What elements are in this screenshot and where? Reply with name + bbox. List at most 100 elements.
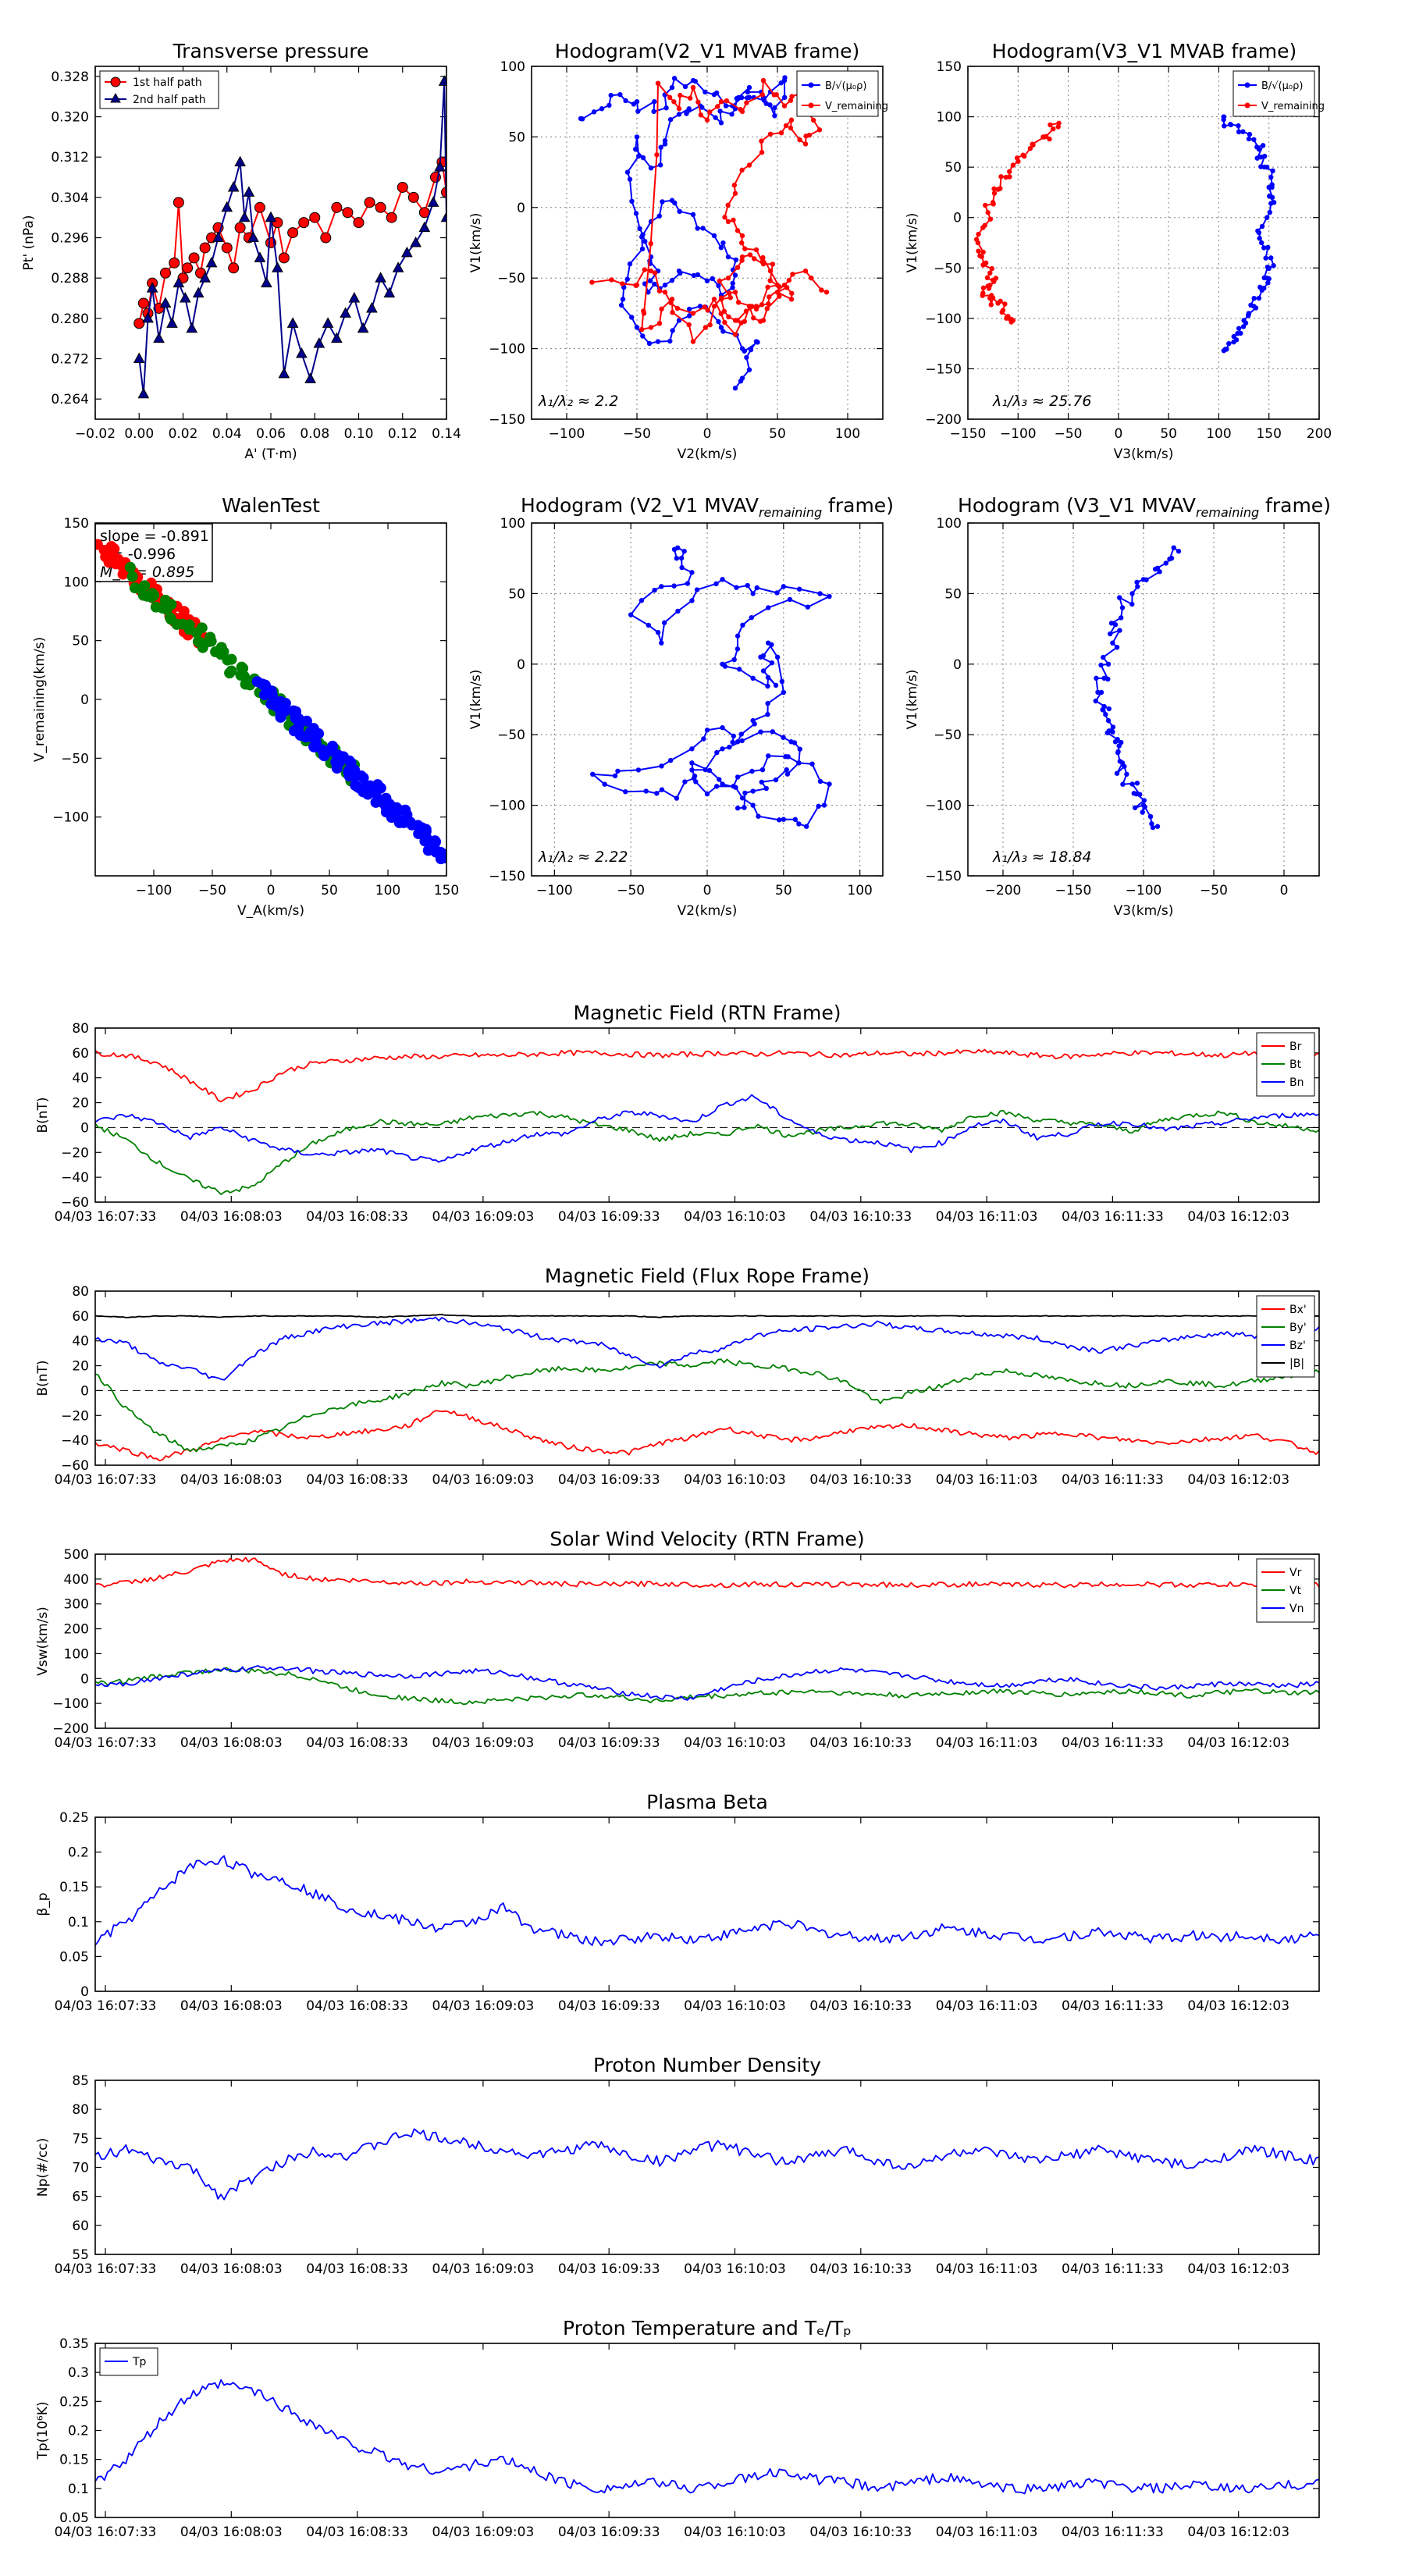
hodogram_v2_mvab-point [777,294,782,299]
transverse_pressure-legend-marker [110,76,121,87]
transverse_pressure-point [375,201,386,213]
hodogram_v3_mvab-point [1266,194,1272,199]
b_flux-xtick-label: 04/03 16:08:33 [306,1472,408,1488]
hodogram_v2_mvav-point [749,614,754,621]
b_rtn-xtick-label: 04/03 16:11:03 [936,1209,1038,1225]
beta-xtick-label: 04/03 16:07:33 [55,1998,157,2014]
walen_test-point [375,782,386,794]
hodogram_v2_mvav-point [773,682,779,688]
density-ylabel: Np(#/cc) [35,2138,51,2197]
hodogram_v2_mvab-point [640,333,646,339]
hodogram_v2_mvav-point [821,802,827,808]
hodogram_v2_mvab-point [682,84,688,90]
walen_test-point [355,770,367,781]
transverse_pressure-point [340,307,351,318]
hodogram_v2_mvab-legend-label: V_remaining [825,101,888,112]
b_flux-line-Bz [95,1316,1319,1381]
hodogram_v2_mvab-point [695,226,700,231]
hodogram_v3_mvav-point [1105,717,1112,724]
walen_test-point [313,728,325,739]
hodogram_v2_mvab-point [686,106,692,112]
hodogram_v2_mvab-point [775,290,781,295]
hodogram_v3_mvab-axes: −150 −100 −50 0 50 100 150 200−200−150−100−5005… [905,59,1332,462]
density-ytick-label: 70 [72,2161,89,2176]
walen_test-point [226,653,237,665]
hodogram_v2_mvav-point [727,744,732,750]
hodogram_v2_mvab-point [722,215,727,220]
hodogram_v2_mvav-point [766,753,771,759]
title-hodogram-v2-mvav-main: Hodogram (V2_V1 MVAV [521,494,759,517]
title-hodogram-v3-mvab: Hodogram(V3_V1 MVAB frame) [992,40,1297,62]
transverse_pressure-point [254,201,265,213]
beta-xtick-label: 04/03 16:09:03 [432,1998,535,2014]
transverse_pressure-point [247,231,259,243]
hodogram_v3_mvab-point [998,298,1003,304]
density-series [95,2128,1319,2201]
hodogram_v2_mvab-point [671,99,677,105]
hodogram_v2_mvab-point [627,261,633,267]
hodogram_v3_mvav-point [1176,548,1182,554]
hodogram_v3_mvab-point [976,248,981,254]
temperature-xtick-label: 04/03 16:11:33 [1062,2524,1164,2540]
hodogram_v2_mvab-point [735,228,741,233]
hodogram_v3_mvav-point [1141,798,1147,803]
hodogram_v2_mvab-point [690,311,696,316]
annotation-lambda-b-v3: λ₁/λ₃ ≈ 25.76 [992,393,1092,410]
hodogram_v2_mvav-point [805,604,811,610]
hodogram_v2_mvab-point [711,304,717,309]
b_flux-xtick-label: 04/03 16:08:03 [180,1472,283,1488]
annotation-lambda-v-v2: λ₁/λ₂ ≈ 2.22 [538,849,628,866]
hodogram_v3_mvav-point [1093,698,1098,704]
beta-xtick-label: 04/03 16:08:03 [180,1998,283,2014]
hodogram_v2_mvav-point [652,587,657,593]
walen_test-xtick-label: 50 [321,883,338,898]
hodogram_v2_mvab-point [609,277,614,283]
hodogram_v2_mvav-point [720,724,725,731]
hodogram_v3_mvav-point [1147,813,1154,820]
hodogram_v2_mvav-point [735,739,741,745]
hodogram_v3_mvab-point [985,210,991,215]
hodogram_v2_mvav-point [827,781,832,787]
hodogram_v2_mvav-point [720,746,725,752]
hodogram_v3_mvab-point [1251,295,1257,301]
hodogram_v2_mvab-ytick-label: −150 [489,412,525,428]
b_rtn-line-Br [95,1048,1319,1103]
hodogram_v3_mvab-point [1254,144,1260,150]
hodogram_v3_mvab-legend-box [1232,70,1315,117]
transverse_pressure-point [440,211,446,222]
hodogram_v2_mvab-point [788,117,795,123]
hodogram_v2_mvav-point [796,760,802,766]
transverse_pressure-xtick-label: 0.14 [432,426,461,442]
transverse_pressure-point [278,252,290,264]
hodogram_v3_mvav-point [1154,824,1161,829]
hodogram_v2_mvav-point [731,784,736,789]
hodogram_v3_mvab-point [1259,287,1264,293]
v_rtn-ytick-label: −100 [52,1696,89,1712]
v_rtn-xtick-label: 04/03 16:10:33 [809,1735,912,1751]
temperature-legend-label: Tp [132,2356,147,2368]
title-transverse-pressure: Transverse pressure [173,40,369,62]
temperature-xtick-label: 04/03 16:11:03 [936,2524,1038,2540]
hodogram_v2_mvav-point [635,767,642,773]
hodogram_v2_mvav-path-0 [592,546,831,827]
hodogram_v3_mvab-point [1261,164,1268,170]
hodogram_v2_mvav-point [740,622,745,628]
hodogram_v3_mvav-point [1115,749,1121,756]
transverse_pressure-xtick-label: 0.04 [212,426,242,442]
b_rtn-ytick-label: 40 [72,1071,89,1087]
hodogram_v3_mvab-point [1231,339,1236,345]
hodogram_v3_mvav-point [1105,661,1112,667]
walen_test-point [301,715,312,727]
hodogram_v2_mvab-point [746,84,752,91]
hodogram_v2_mvab-point [771,92,777,98]
hodogram_v2_mvav-point [674,795,680,801]
transverse_pressure-point [179,291,191,303]
hodogram_v3_mvab-point [1051,126,1056,132]
hodogram_v2_mvav-xtick-label: −50 [617,883,645,898]
density-ytick-label: 55 [72,2247,89,2263]
hodogram_v2_mvav-point [713,784,720,789]
hodogram_v2_mvab-point [767,268,774,274]
beta-line-betap [95,1855,1319,1947]
transverse_pressure-point [348,291,361,303]
hodogram_v3_mvav-point [1132,805,1138,810]
